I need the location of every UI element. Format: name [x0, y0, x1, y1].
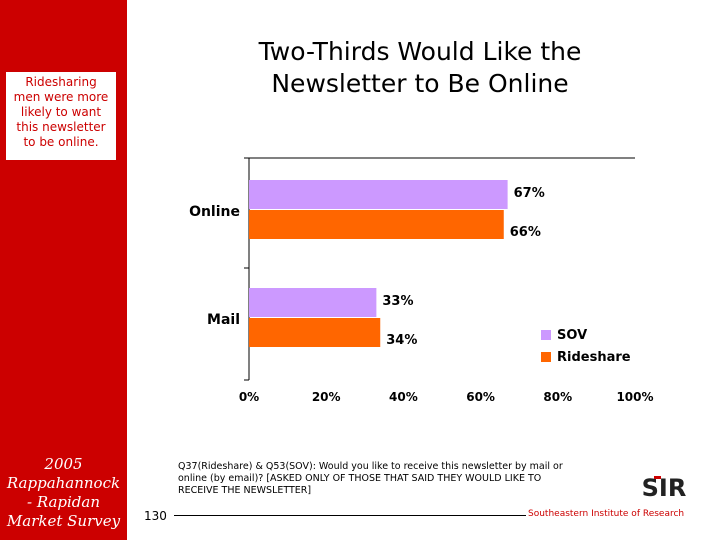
survey-name: 2005 Rappahannock - Rapidan Market Surve…	[0, 455, 127, 531]
logo-accent	[654, 476, 661, 479]
legend-swatch-sov	[541, 330, 551, 340]
bar-online-rideshare	[249, 210, 504, 239]
data-label: 67%	[514, 186, 545, 201]
callout-box: Ridesharing men were more likely to want…	[6, 72, 116, 160]
slide-title: Two-Thirds Would Like the Newsletter to …	[190, 36, 650, 100]
legend-swatch-rideshare	[541, 352, 551, 362]
callout-line: likely to want	[20, 105, 102, 119]
data-label: 66%	[510, 225, 541, 240]
footnote-line: Q37(Rideshare) & Q53(SOV): Would you lik…	[178, 461, 563, 472]
x-tick-label: 0%	[239, 390, 259, 404]
x-tick-label: 80%	[543, 390, 572, 404]
title-line: Newsletter to Be Online	[271, 69, 569, 98]
category-label: Online	[189, 204, 240, 220]
x-tick-label: 60%	[466, 390, 495, 404]
x-tick-label: 20%	[312, 390, 341, 404]
footer-rule	[174, 515, 526, 516]
x-tick-label: 40%	[389, 390, 418, 404]
callout-line: Ridesharing	[25, 75, 97, 89]
footnote-line: online (by email)? [ASKED ONLY OF THOSE …	[178, 473, 542, 484]
data-label: 33%	[382, 294, 413, 309]
logo-text: SIR	[642, 474, 687, 500]
sir-logo: SIR	[642, 474, 687, 500]
bars-group: 67% 66% 33% 34%	[249, 180, 545, 348]
survey-line: Market Survey	[6, 512, 121, 530]
callout-line: men were more	[13, 90, 109, 104]
organization-name: Southeastern Institute of Research	[528, 509, 685, 519]
category-labels: Online Mail	[189, 204, 240, 328]
survey-line: Rappahannock	[6, 474, 121, 492]
bar-mail-sov	[249, 288, 377, 317]
x-tick-labels: 0% 20% 40% 60% 80% 100%	[239, 390, 654, 404]
survey-line: 2005	[44, 455, 83, 473]
category-label: Mail	[207, 312, 240, 328]
bar-mail-rideshare	[249, 318, 381, 347]
footnote-line: RECEIVE THE NEWSLETTER]	[178, 485, 312, 496]
page-number: 130	[144, 509, 167, 523]
legend: SOV Rideshare	[534, 322, 631, 370]
bar-chart: 67% 66% 33% 34% Online Mail 0% 20% 40% 60% 80% 10…	[189, 157, 654, 404]
sidebar-panel: Ridesharing men were more likely to want…	[0, 0, 127, 540]
data-label: 34%	[386, 333, 417, 348]
callout-line: this newsletter	[16, 120, 106, 134]
callout-line: to be online.	[23, 135, 99, 149]
title-line: Two-Thirds Would Like the	[258, 37, 582, 66]
question-footnote: Q37(Rideshare) & Q53(SOV): Would you lik…	[178, 461, 638, 497]
legend-label-rideshare: Rideshare	[557, 350, 631, 365]
survey-line: - Rapidan	[26, 493, 101, 511]
x-tick-label: 100%	[616, 390, 653, 404]
legend-label-sov: SOV	[557, 328, 587, 343]
bar-online-sov	[249, 180, 508, 209]
